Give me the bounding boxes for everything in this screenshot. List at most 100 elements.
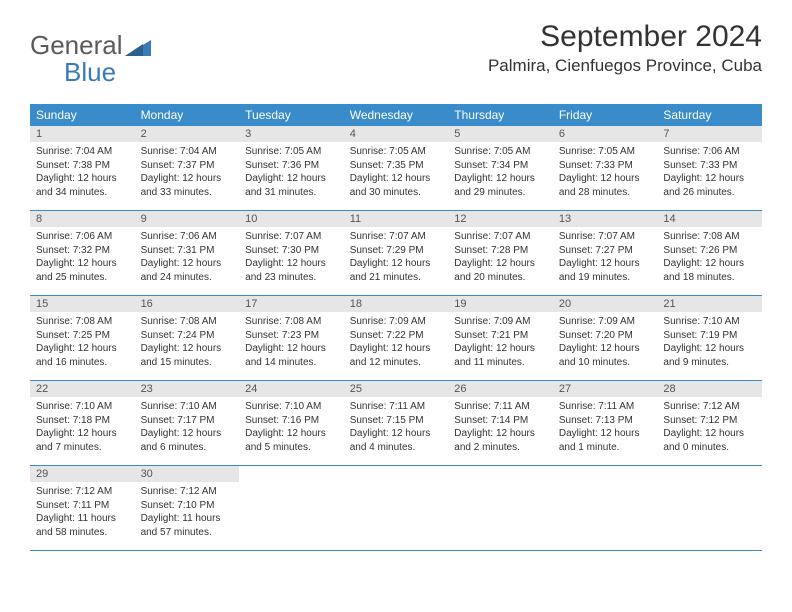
sunset-text: Sunset: 7:19 PM <box>663 329 756 343</box>
daylight-text: Daylight: 12 hours and 34 minutes. <box>36 172 129 199</box>
day-header-fri: Friday <box>553 104 658 126</box>
location-subtitle: Palmira, Cienfuegos Province, Cuba <box>488 56 762 76</box>
sunset-text: Sunset: 7:22 PM <box>350 329 443 343</box>
daylight-text: Daylight: 12 hours and 23 minutes. <box>245 257 338 284</box>
day-number: 4 <box>344 126 449 142</box>
day-header-mon: Monday <box>135 104 240 126</box>
day-cell: 24Sunrise: 7:10 AMSunset: 7:16 PMDayligh… <box>239 381 344 465</box>
day-number: 1 <box>30 126 135 142</box>
day-body: Sunrise: 7:08 AMSunset: 7:25 PMDaylight:… <box>30 312 135 373</box>
sunset-text: Sunset: 7:25 PM <box>36 329 129 343</box>
day-cell <box>553 466 658 550</box>
day-header-sun: Sunday <box>30 104 135 126</box>
sunrise-text: Sunrise: 7:08 AM <box>663 230 756 244</box>
day-body: Sunrise: 7:12 AMSunset: 7:12 PMDaylight:… <box>657 397 762 458</box>
day-body: Sunrise: 7:07 AMSunset: 7:27 PMDaylight:… <box>553 227 658 288</box>
sunrise-text: Sunrise: 7:07 AM <box>559 230 652 244</box>
day-number: 17 <box>239 296 344 312</box>
day-number: 26 <box>448 381 553 397</box>
day-headers-row: Sunday Monday Tuesday Wednesday Thursday… <box>30 104 762 126</box>
sunrise-text: Sunrise: 7:05 AM <box>559 145 652 159</box>
day-number: 19 <box>448 296 553 312</box>
daylight-text: Daylight: 12 hours and 5 minutes. <box>245 427 338 454</box>
day-number: 5 <box>448 126 553 142</box>
sunrise-text: Sunrise: 7:05 AM <box>350 145 443 159</box>
day-header-tue: Tuesday <box>239 104 344 126</box>
day-cell: 28Sunrise: 7:12 AMSunset: 7:12 PMDayligh… <box>657 381 762 465</box>
day-cell: 6Sunrise: 7:05 AMSunset: 7:33 PMDaylight… <box>553 126 658 210</box>
sunrise-text: Sunrise: 7:12 AM <box>663 400 756 414</box>
day-cell: 14Sunrise: 7:08 AMSunset: 7:26 PMDayligh… <box>657 211 762 295</box>
day-cell: 9Sunrise: 7:06 AMSunset: 7:31 PMDaylight… <box>135 211 240 295</box>
daylight-text: Daylight: 12 hours and 29 minutes. <box>454 172 547 199</box>
sunrise-text: Sunrise: 7:11 AM <box>559 400 652 414</box>
sunset-text: Sunset: 7:15 PM <box>350 414 443 428</box>
day-header-thu: Thursday <box>448 104 553 126</box>
day-number: 15 <box>30 296 135 312</box>
day-body: Sunrise: 7:12 AMSunset: 7:11 PMDaylight:… <box>30 482 135 543</box>
sunset-text: Sunset: 7:36 PM <box>245 159 338 173</box>
day-number: 20 <box>553 296 658 312</box>
sunset-text: Sunset: 7:29 PM <box>350 244 443 258</box>
day-cell: 7Sunrise: 7:06 AMSunset: 7:33 PMDaylight… <box>657 126 762 210</box>
day-body: Sunrise: 7:06 AMSunset: 7:32 PMDaylight:… <box>30 227 135 288</box>
week-row: 22Sunrise: 7:10 AMSunset: 7:18 PMDayligh… <box>30 381 762 466</box>
daylight-text: Daylight: 12 hours and 16 minutes. <box>36 342 129 369</box>
sunrise-text: Sunrise: 7:07 AM <box>350 230 443 244</box>
day-number: 18 <box>344 296 449 312</box>
logo-triangle-icon <box>125 32 151 63</box>
daylight-text: Daylight: 12 hours and 6 minutes. <box>141 427 234 454</box>
day-header-wed: Wednesday <box>344 104 449 126</box>
daylight-text: Daylight: 12 hours and 24 minutes. <box>141 257 234 284</box>
day-cell <box>448 466 553 550</box>
sunrise-text: Sunrise: 7:10 AM <box>36 400 129 414</box>
sunrise-text: Sunrise: 7:05 AM <box>245 145 338 159</box>
day-body: Sunrise: 7:10 AMSunset: 7:17 PMDaylight:… <box>135 397 240 458</box>
day-number: 8 <box>30 211 135 227</box>
day-body: Sunrise: 7:08 AMSunset: 7:24 PMDaylight:… <box>135 312 240 373</box>
day-body: Sunrise: 7:06 AMSunset: 7:33 PMDaylight:… <box>657 142 762 203</box>
sunset-text: Sunset: 7:38 PM <box>36 159 129 173</box>
day-number: 22 <box>30 381 135 397</box>
sunrise-text: Sunrise: 7:04 AM <box>141 145 234 159</box>
day-number: 29 <box>30 466 135 482</box>
calendar: Sunday Monday Tuesday Wednesday Thursday… <box>30 104 762 551</box>
title-block: September 2024 Palmira, Cienfuegos Provi… <box>488 20 762 76</box>
day-body: Sunrise: 7:08 AMSunset: 7:23 PMDaylight:… <box>239 312 344 373</box>
day-cell: 5Sunrise: 7:05 AMSunset: 7:34 PMDaylight… <box>448 126 553 210</box>
sunrise-text: Sunrise: 7:07 AM <box>454 230 547 244</box>
sunset-text: Sunset: 7:37 PM <box>141 159 234 173</box>
daylight-text: Daylight: 12 hours and 1 minute. <box>559 427 652 454</box>
day-cell: 13Sunrise: 7:07 AMSunset: 7:27 PMDayligh… <box>553 211 658 295</box>
day-cell: 20Sunrise: 7:09 AMSunset: 7:20 PMDayligh… <box>553 296 658 380</box>
sunset-text: Sunset: 7:30 PM <box>245 244 338 258</box>
day-body: Sunrise: 7:11 AMSunset: 7:14 PMDaylight:… <box>448 397 553 458</box>
day-number: 23 <box>135 381 240 397</box>
day-body: Sunrise: 7:09 AMSunset: 7:21 PMDaylight:… <box>448 312 553 373</box>
daylight-text: Daylight: 12 hours and 30 minutes. <box>350 172 443 199</box>
sunset-text: Sunset: 7:27 PM <box>559 244 652 258</box>
day-body: Sunrise: 7:07 AMSunset: 7:29 PMDaylight:… <box>344 227 449 288</box>
week-row: 15Sunrise: 7:08 AMSunset: 7:25 PMDayligh… <box>30 296 762 381</box>
sunrise-text: Sunrise: 7:08 AM <box>36 315 129 329</box>
day-number: 13 <box>553 211 658 227</box>
sunset-text: Sunset: 7:20 PM <box>559 329 652 343</box>
day-cell: 1Sunrise: 7:04 AMSunset: 7:38 PMDaylight… <box>30 126 135 210</box>
sunset-text: Sunset: 7:14 PM <box>454 414 547 428</box>
daylight-text: Daylight: 12 hours and 31 minutes. <box>245 172 338 199</box>
sunrise-text: Sunrise: 7:09 AM <box>559 315 652 329</box>
day-body: Sunrise: 7:07 AMSunset: 7:30 PMDaylight:… <box>239 227 344 288</box>
day-body: Sunrise: 7:05 AMSunset: 7:34 PMDaylight:… <box>448 142 553 203</box>
day-number: 6 <box>553 126 658 142</box>
day-number: 12 <box>448 211 553 227</box>
month-title: September 2024 <box>488 20 762 54</box>
header: General Blue September 2024 Palmira, Cie… <box>0 0 792 96</box>
day-number: 27 <box>553 381 658 397</box>
daylight-text: Daylight: 12 hours and 12 minutes. <box>350 342 443 369</box>
day-cell: 22Sunrise: 7:10 AMSunset: 7:18 PMDayligh… <box>30 381 135 465</box>
sunrise-text: Sunrise: 7:06 AM <box>141 230 234 244</box>
day-cell: 16Sunrise: 7:08 AMSunset: 7:24 PMDayligh… <box>135 296 240 380</box>
day-number: 14 <box>657 211 762 227</box>
day-cell: 17Sunrise: 7:08 AMSunset: 7:23 PMDayligh… <box>239 296 344 380</box>
week-row: 1Sunrise: 7:04 AMSunset: 7:38 PMDaylight… <box>30 126 762 211</box>
